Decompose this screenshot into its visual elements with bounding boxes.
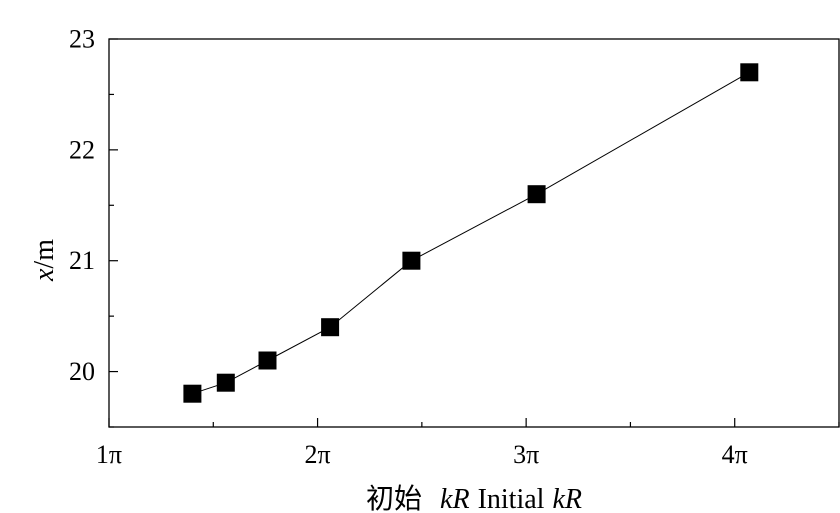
x-axis-title-symbol-2: kR: [552, 484, 582, 513]
y-axis-title: x/m: [29, 239, 60, 282]
y-axis-ticks: [109, 38, 118, 428]
x-tick-label: 2π: [305, 440, 331, 469]
data-point: [740, 63, 759, 82]
plot-frame: [108, 38, 840, 428]
x-axis-title-symbol-1: kR: [440, 484, 470, 513]
data-point: [216, 373, 235, 392]
x-tick-label: 3π: [513, 440, 539, 469]
y-tick-label: 20: [69, 357, 95, 386]
x-axis-tick-labels: 1π 2π 3π 4π: [96, 440, 748, 469]
x-tick-label: 1π: [96, 440, 122, 469]
y-tick-label: 23: [69, 25, 95, 54]
y-axis-title-variable: x: [29, 268, 60, 282]
series-line: [192, 71, 750, 395]
x-axis-title: 初始 kR Initial kR: [366, 483, 582, 513]
y-axis-title-unit: /m: [29, 239, 60, 269]
series-layer: [183, 63, 759, 403]
x-axis-ticks: [108, 418, 840, 427]
data-point: [527, 185, 546, 204]
data-point: [183, 384, 202, 403]
x-axis-title-cjk: 初始: [366, 483, 422, 513]
data-point: [321, 318, 340, 337]
x-tick-label: 4π: [722, 440, 748, 469]
x-axis-title-english: Initial: [478, 484, 545, 513]
data-point: [258, 351, 277, 370]
y-axis-tick-labels: 20 21 22 23: [69, 25, 95, 387]
y-tick-label: 22: [69, 135, 95, 164]
data-point: [402, 251, 421, 270]
y-tick-label: 21: [69, 246, 95, 275]
